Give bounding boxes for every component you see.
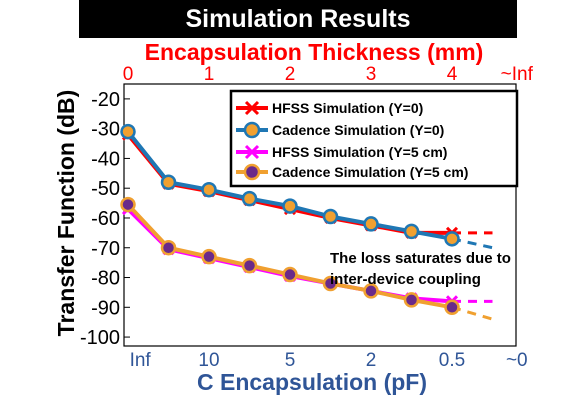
- y-tick-label: -30: [91, 119, 120, 141]
- data-point: [120, 123, 136, 140]
- x-tick-label: ~0: [506, 350, 528, 371]
- data-point: [363, 216, 379, 232]
- data-point: [444, 231, 460, 247]
- data-point: [403, 292, 420, 308]
- top-tick-label: 3: [366, 64, 377, 85]
- annotation-line-1: The loss saturates due to: [330, 250, 511, 267]
- data-point: [444, 299, 460, 316]
- y-tick-label: -90: [91, 297, 120, 319]
- y-tick-label: -100: [80, 327, 120, 349]
- data-point: [322, 208, 339, 225]
- legend-marker-hfss-y5: [244, 144, 260, 160]
- x-tick-label: 5: [285, 350, 296, 371]
- x-tick-label: Inf: [130, 350, 152, 371]
- data-point: [282, 266, 298, 283]
- data-point: [160, 174, 177, 190]
- data-point: [160, 240, 177, 256]
- legend-item: Cadence Simulation (Y=5 cm): [236, 163, 468, 181]
- legend-item: Cadence Simulation (Y=0): [236, 121, 444, 139]
- chart-title-banner: Simulation Results: [79, 0, 517, 38]
- x-tick-label: 10: [198, 350, 219, 371]
- top-tick-label: ~Inf: [501, 64, 534, 85]
- legend-label-cadence-y5: Cadence Simulation (Y=5 cm): [272, 164, 468, 180]
- legend-marker-cadence-y5: [243, 163, 261, 181]
- legend-item: HFSS Simulation (Y=5 cm): [236, 144, 447, 160]
- data-point: [403, 223, 420, 240]
- top-tick-label: 4: [447, 64, 458, 85]
- data-point: [363, 283, 379, 299]
- y-tick-label: -80: [91, 268, 120, 290]
- legend: HFSS Simulation (Y=0) Cadence Simulation…: [229, 89, 519, 188]
- top-tick-label: 0: [123, 64, 134, 85]
- legend-label-hfss-y0: HFSS Simulation (Y=0): [272, 100, 423, 116]
- chart-title: Simulation Results: [185, 4, 411, 33]
- y-axis-title: Transfer Function (dB): [53, 90, 79, 337]
- top-axis-title: Encapsulation Thickness (mm): [145, 39, 484, 65]
- x-axis-title: C Encapsulation (pF): [197, 369, 427, 395]
- legend-box: [229, 89, 519, 188]
- data-point: [241, 257, 258, 274]
- legend-item: HFSS Simulation (Y=0): [236, 100, 423, 116]
- legend-marker-cadence-y0: [243, 121, 261, 139]
- data-point: [282, 198, 298, 214]
- data-point: [241, 190, 258, 207]
- y-tick-label: -40: [91, 148, 120, 170]
- y-tick-label: -50: [91, 178, 120, 200]
- data-point: [322, 275, 339, 292]
- y-tick-label: -70: [91, 238, 120, 260]
- legend-label-cadence-y0: Cadence Simulation (Y=0): [272, 122, 444, 138]
- legend-marker-hfss-y0: [244, 100, 260, 116]
- x-tick-label: 2: [366, 350, 377, 371]
- legend-label-hfss-y5: HFSS Simulation (Y=5 cm): [272, 144, 447, 160]
- annotation-line-2: inter-device coupling: [330, 271, 481, 288]
- data-point: [201, 248, 217, 265]
- data-point: [120, 196, 136, 213]
- top-tick-label: 1: [204, 64, 215, 85]
- data-point: [201, 181, 217, 198]
- x-tick-label: 0.5: [439, 350, 465, 371]
- y-tick-label: -60: [91, 208, 120, 230]
- y-tick-label: -20: [91, 89, 120, 111]
- top-tick-label: 2: [285, 64, 296, 85]
